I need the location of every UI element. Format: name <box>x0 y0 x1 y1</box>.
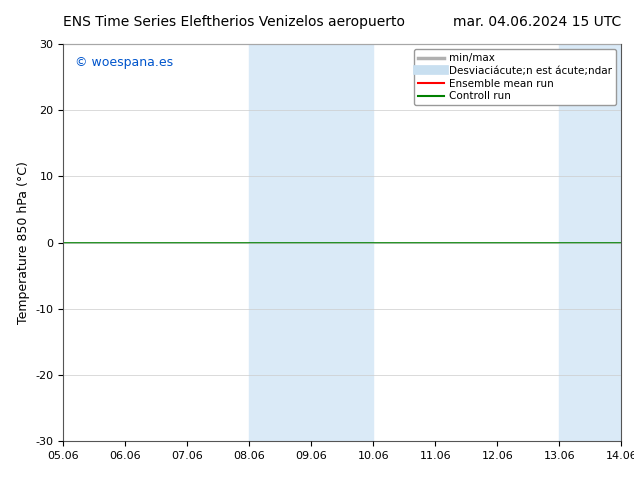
Text: mar. 04.06.2024 15 UTC: mar. 04.06.2024 15 UTC <box>453 15 621 29</box>
Bar <box>559 44 621 441</box>
Text: ENS Time Series Eleftherios Venizelos aeropuerto: ENS Time Series Eleftherios Venizelos ae… <box>63 15 405 29</box>
Legend: min/max, Desviaciácute;n est ácute;ndar, Ensemble mean run, Controll run: min/max, Desviaciácute;n est ácute;ndar,… <box>413 49 616 105</box>
Text: © woespana.es: © woespana.es <box>75 56 172 69</box>
Y-axis label: Temperature 850 hPa (°C): Temperature 850 hPa (°C) <box>17 161 30 324</box>
Bar <box>249 44 373 441</box>
